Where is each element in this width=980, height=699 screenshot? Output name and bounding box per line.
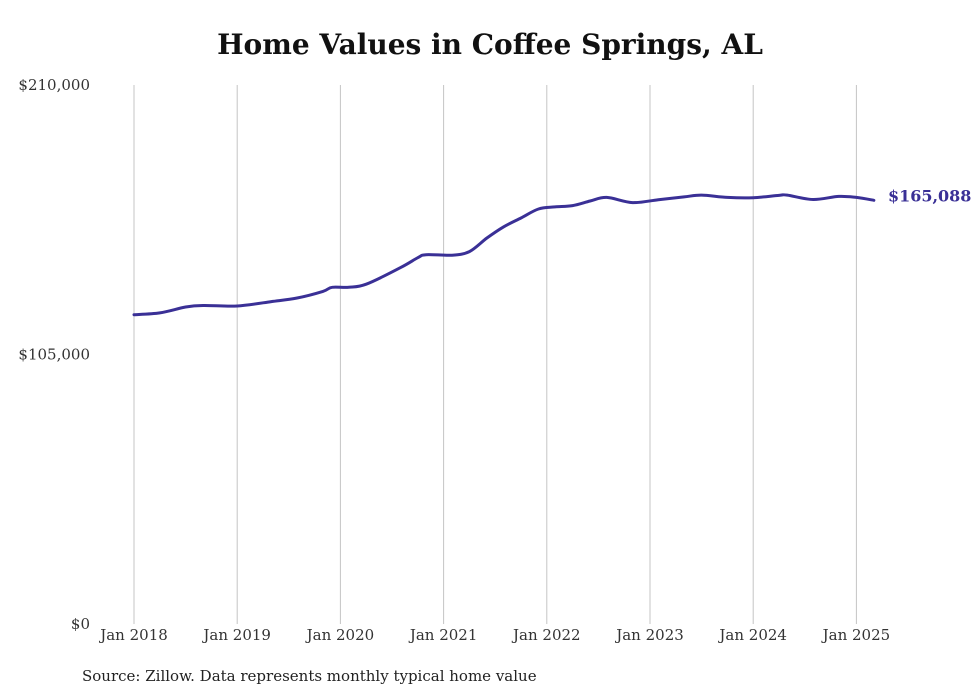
x-axis-ticks: Jan 2018 Jan 2019 Jan 2020 Jan 2021 Jan 2022… [98,626,890,644]
series-line [132,193,876,317]
y-tick-label: $105,000 [18,346,90,364]
gridlines [133,85,857,624]
x-tick-label: Jan 2020 [305,626,375,644]
x-tick-label: Jan 2023 [614,626,684,644]
y-tick-label: $210,000 [18,76,90,94]
x-tick-label: Jan 2024 [717,626,787,644]
x-tick-label: Jan 2018 [98,626,168,644]
end-value-label: $165,088 [888,186,972,205]
x-tick-label: Jan 2019 [201,626,271,644]
x-tick-label: Jan 2021 [408,626,478,644]
chart-title: Home Values in Coffee Springs, AL [217,28,763,61]
y-axis-ticks: $210,000 $105,000 $0 [18,76,90,633]
y-tick-label: $0 [71,615,90,633]
x-tick-label: Jan 2025 [821,626,891,644]
x-tick-label: Jan 2022 [511,626,581,644]
source-note: Source: Zillow. Data represents monthly … [82,667,537,685]
